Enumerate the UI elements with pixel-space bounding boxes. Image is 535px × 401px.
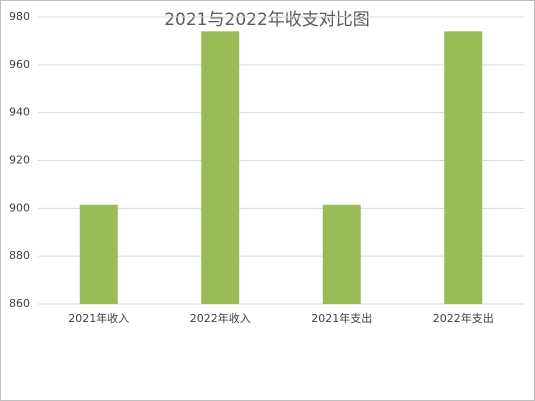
y-tick-label: 860 bbox=[9, 297, 30, 310]
bar bbox=[444, 31, 483, 304]
x-tick-label: 2021年支出 bbox=[311, 311, 372, 325]
y-tick-label: 960 bbox=[9, 58, 30, 71]
bar bbox=[322, 204, 361, 304]
chart-title: 2021与2022年收支对比图 bbox=[164, 10, 370, 30]
bar bbox=[79, 204, 118, 304]
bar bbox=[201, 31, 240, 304]
y-tick-label: 920 bbox=[9, 154, 30, 167]
x-tick-label: 2021年收入 bbox=[68, 311, 129, 325]
y-tick-label: 980 bbox=[9, 10, 30, 23]
y-tick-label: 940 bbox=[9, 106, 30, 119]
x-tick-label: 2022年支出 bbox=[433, 311, 494, 325]
x-tick-label: 2022年收入 bbox=[190, 311, 251, 325]
y-tick-label: 900 bbox=[9, 201, 30, 214]
y-tick-label: 880 bbox=[9, 249, 30, 262]
